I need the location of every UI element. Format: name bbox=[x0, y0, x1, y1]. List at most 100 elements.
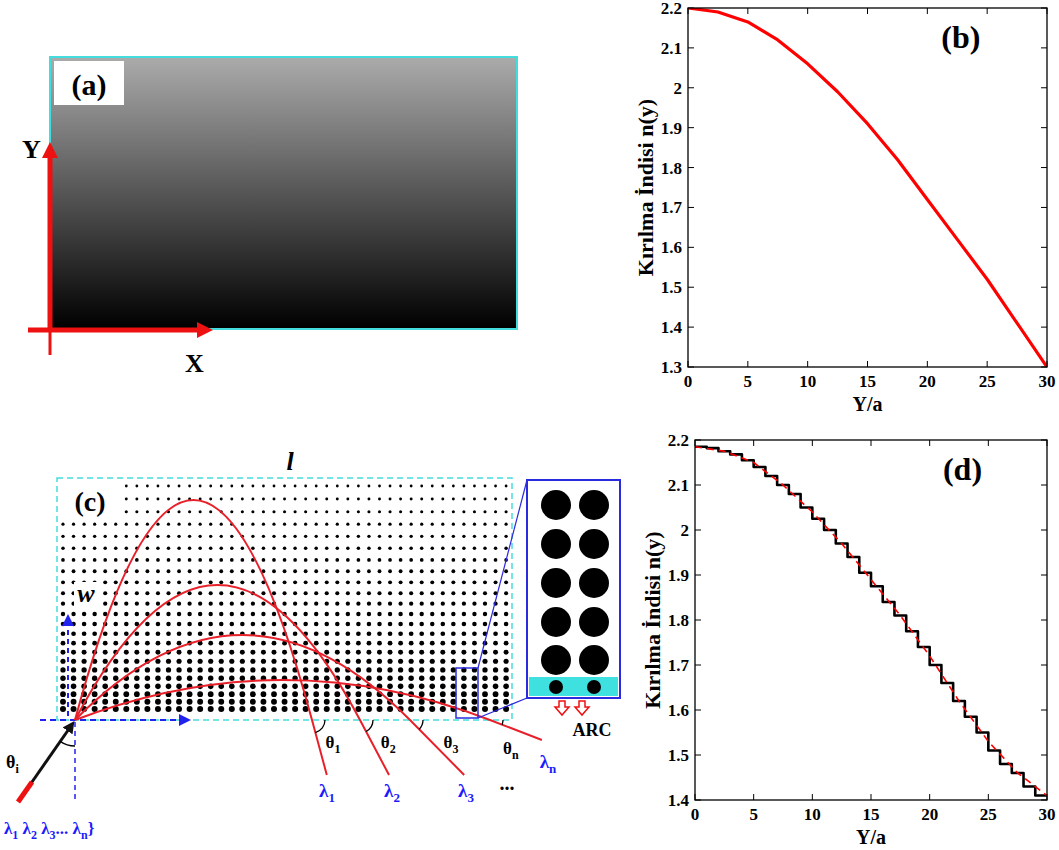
lattice-rod bbox=[408, 706, 414, 712]
lattice-rod bbox=[472, 699, 478, 705]
lattice-rod bbox=[303, 650, 308, 655]
lattice-rod bbox=[462, 523, 465, 526]
lattice-rod bbox=[124, 591, 128, 595]
lattice-rod bbox=[123, 691, 129, 697]
lattice-rod bbox=[260, 706, 266, 712]
lattice-rod bbox=[145, 667, 150, 672]
lattice-rod bbox=[430, 602, 434, 606]
lattice-rod bbox=[335, 580, 339, 584]
lattice-rod bbox=[315, 498, 318, 501]
lattice-rod bbox=[431, 535, 434, 538]
symbol: λ bbox=[18, 819, 31, 838]
lattice-rod bbox=[482, 684, 488, 690]
lattice-rod bbox=[304, 569, 308, 573]
lattice-rod bbox=[451, 676, 456, 681]
lattice-rod bbox=[241, 498, 244, 501]
y-tick-label: 2.1 bbox=[661, 39, 682, 58]
lattice-rod bbox=[377, 641, 382, 646]
lattice-rod bbox=[209, 523, 212, 526]
lattice-rod bbox=[124, 684, 130, 690]
lattice-rod bbox=[271, 659, 276, 664]
y-tick-label: 1.4 bbox=[661, 318, 683, 337]
lattice-rod bbox=[410, 485, 413, 488]
lattice-rod bbox=[377, 612, 381, 616]
lattice-rod bbox=[125, 523, 128, 526]
lattice-rod bbox=[61, 612, 65, 616]
subscript: n bbox=[549, 761, 557, 776]
lattice-rod bbox=[178, 485, 181, 488]
y-tick-label: 1.5 bbox=[668, 746, 689, 765]
y-tick-mark bbox=[1041, 710, 1047, 711]
incident-tail bbox=[18, 782, 32, 802]
x-tick-label: 15 bbox=[859, 372, 876, 391]
y-tick-label: 2.2 bbox=[668, 431, 689, 450]
lattice-rod bbox=[220, 498, 223, 501]
lattice-rod bbox=[271, 691, 277, 697]
lattice-rod bbox=[92, 676, 97, 681]
lattice-rod bbox=[157, 485, 160, 488]
lattice-rod bbox=[135, 485, 138, 488]
lattice-rod bbox=[483, 580, 487, 584]
lattice-rod bbox=[230, 622, 235, 627]
lattice-rod bbox=[240, 641, 245, 646]
lattice-rod bbox=[430, 631, 435, 636]
lattice-rod bbox=[367, 558, 371, 562]
lattice-rod bbox=[124, 580, 128, 584]
lattice-rod bbox=[335, 591, 339, 595]
zoom-line bbox=[478, 698, 527, 718]
lattice-rod bbox=[61, 602, 65, 606]
lattice-rod bbox=[156, 631, 161, 636]
lattice-rod bbox=[176, 676, 181, 681]
lattice-rod bbox=[505, 510, 508, 513]
lattice-rod bbox=[366, 691, 372, 697]
lattice-rod bbox=[135, 498, 138, 501]
lattice-rod bbox=[113, 699, 119, 705]
lattice-rod bbox=[135, 591, 139, 595]
lattice-rod bbox=[472, 684, 478, 690]
lattice-rod bbox=[409, 612, 413, 616]
lattice-rod bbox=[483, 650, 488, 655]
x-tick-mark bbox=[927, 361, 928, 367]
y-tick-mark bbox=[688, 327, 694, 328]
lattice-rod bbox=[188, 558, 192, 562]
lattice-rod bbox=[282, 691, 288, 697]
lattice-rod bbox=[134, 676, 139, 681]
lattice-rod bbox=[324, 676, 329, 681]
lattice-rod bbox=[251, 612, 255, 616]
lattice-rod bbox=[336, 523, 339, 526]
lattice-rod bbox=[282, 706, 288, 712]
lattice-rod bbox=[218, 691, 224, 697]
axis-stub bbox=[49, 330, 52, 355]
lattice-rod bbox=[304, 602, 308, 606]
lattice-rod bbox=[504, 535, 507, 538]
lattice-rod bbox=[230, 485, 233, 488]
lattice-rod bbox=[261, 612, 265, 616]
lattice-rod bbox=[409, 650, 414, 655]
lattice-rod bbox=[409, 622, 414, 627]
lattice-rod bbox=[198, 591, 202, 595]
lattice-rod bbox=[483, 591, 487, 595]
lattice-rod bbox=[504, 612, 508, 616]
x-tick-mark bbox=[867, 8, 868, 14]
y-tick-label: 2 bbox=[674, 79, 683, 98]
lattice-rod bbox=[398, 622, 403, 627]
lattice-rod bbox=[314, 558, 318, 562]
lattice-rod bbox=[494, 569, 498, 573]
lattice-rod bbox=[135, 523, 138, 526]
lattice-rod bbox=[346, 591, 350, 595]
lattice-rod bbox=[388, 547, 392, 551]
lattice-rod bbox=[230, 498, 233, 501]
x-tick bbox=[867, 8, 868, 367]
lattice-rod bbox=[177, 622, 182, 627]
lattice-rod bbox=[103, 547, 107, 551]
lattice-rod bbox=[219, 612, 223, 616]
lattice-rod bbox=[314, 659, 319, 664]
inset-rod bbox=[541, 607, 571, 637]
lattice-rod bbox=[82, 535, 85, 538]
lattice-rod bbox=[451, 580, 455, 584]
inset-rod bbox=[541, 490, 571, 520]
lattice-rod bbox=[387, 659, 392, 664]
lattice-rod bbox=[71, 612, 75, 616]
lattice-rod bbox=[471, 706, 477, 712]
arc-pointer bbox=[575, 701, 589, 715]
